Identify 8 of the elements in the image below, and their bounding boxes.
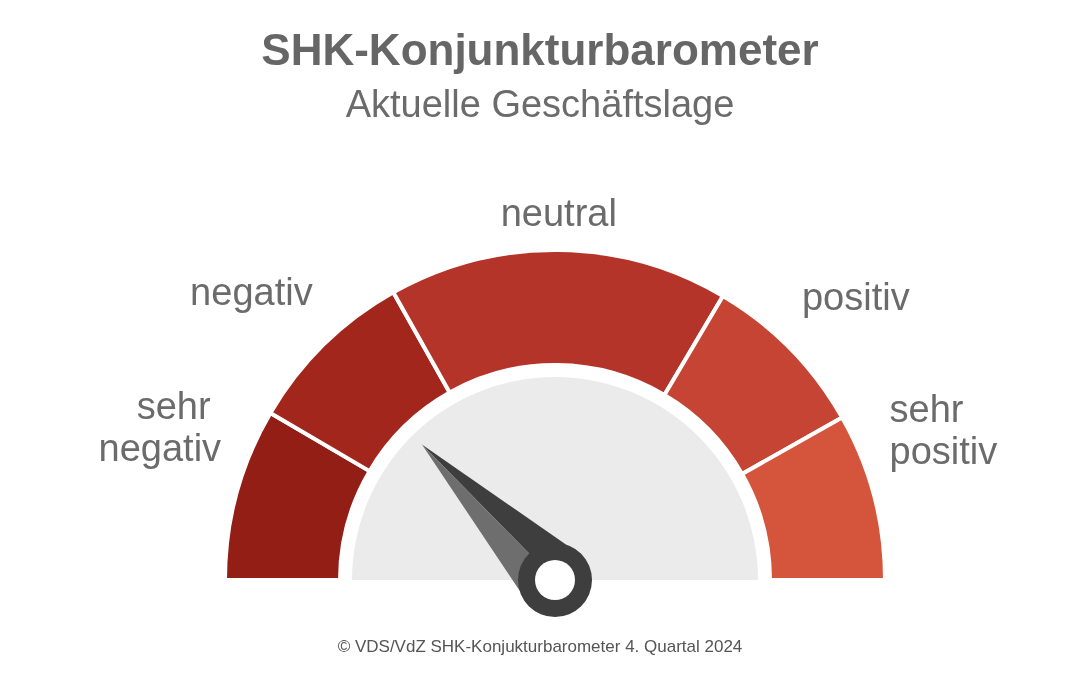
chart-subtitle: Aktuelle Geschäftslage xyxy=(345,83,735,125)
slice-label: sehr positiv xyxy=(889,387,998,472)
slice-label: negativ xyxy=(190,271,313,314)
text: © VDS/VdZ SHK-Konjukturbarometer 4. Quartal 2024 xyxy=(337,637,743,656)
slice-label: sehr negativ xyxy=(98,385,222,470)
slice-label: neutral xyxy=(500,192,617,235)
slice-label: positiv xyxy=(801,275,910,318)
chart-title: SHK-Konjunkturbarometer xyxy=(261,24,819,74)
